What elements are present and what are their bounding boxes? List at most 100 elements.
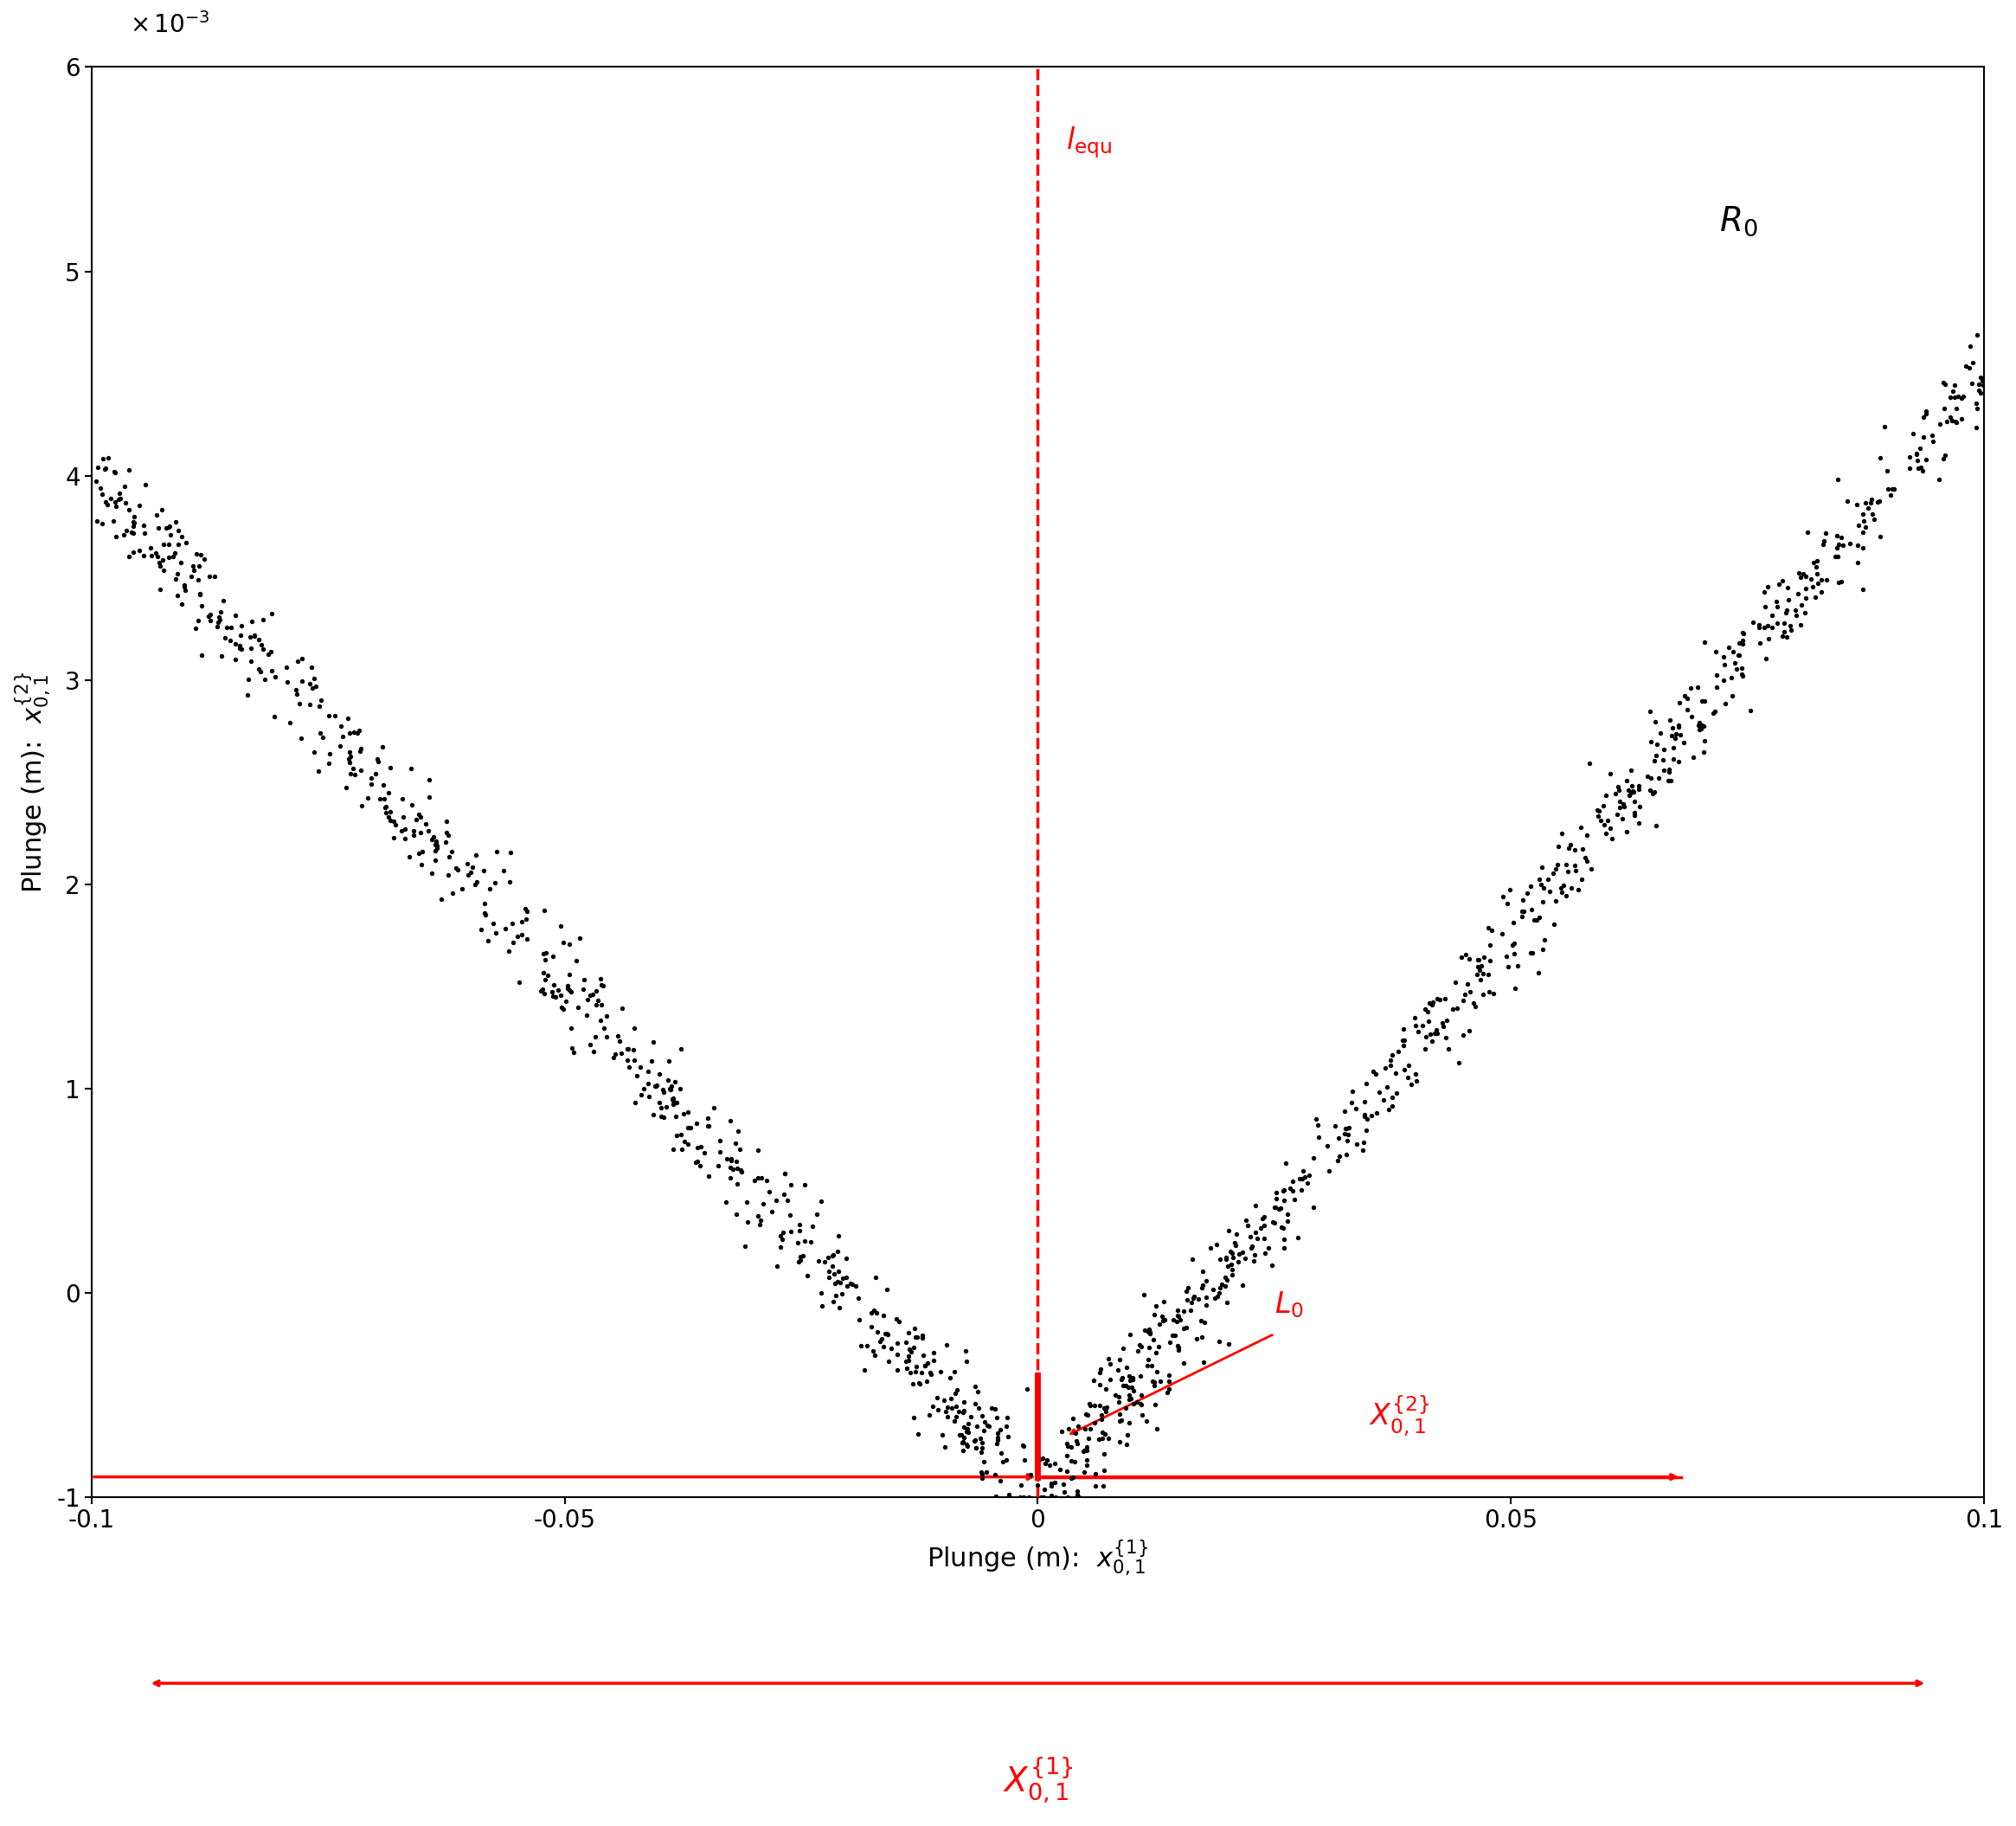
Point <box>1897 420 1929 449</box>
Point <box>889 1328 921 1357</box>
Point <box>1901 455 1933 484</box>
Point <box>1312 1132 1345 1161</box>
Point <box>1266 1212 1298 1242</box>
Point <box>617 1035 649 1065</box>
Point <box>1506 902 1538 931</box>
Point <box>816 1287 849 1317</box>
Point <box>966 1433 998 1463</box>
Point <box>1822 568 1855 597</box>
Point <box>663 1074 696 1103</box>
Point <box>575 1030 607 1059</box>
Point <box>1349 1086 1381 1116</box>
Point <box>397 816 429 845</box>
Point <box>1847 506 1879 535</box>
Point <box>1903 435 1935 464</box>
Point <box>1068 1413 1101 1443</box>
Point <box>234 646 266 676</box>
Point <box>1822 530 1855 559</box>
Point <box>917 1391 950 1421</box>
Point <box>1268 1176 1300 1205</box>
Point <box>552 929 585 959</box>
Point <box>242 624 274 654</box>
Point <box>1105 1364 1137 1393</box>
Point <box>419 831 452 860</box>
Point <box>1570 820 1603 849</box>
Point <box>1687 628 1720 657</box>
Point <box>1147 1306 1179 1335</box>
Point <box>639 1072 671 1101</box>
Point <box>442 855 474 884</box>
Point <box>1115 1373 1147 1402</box>
Point <box>1607 803 1639 833</box>
Point <box>1443 1048 1476 1077</box>
Point <box>611 1044 643 1074</box>
Point <box>1040 1483 1073 1512</box>
Point <box>1863 486 1895 515</box>
Point <box>345 736 377 765</box>
Point <box>1655 765 1687 794</box>
Point <box>1117 1390 1149 1419</box>
Point <box>1292 1169 1325 1198</box>
Point <box>117 519 149 548</box>
Point <box>1907 404 1939 433</box>
Point <box>159 508 192 537</box>
Point <box>234 634 266 663</box>
Point <box>1034 1450 1066 1479</box>
Point <box>1750 645 1782 674</box>
Point <box>750 1165 782 1194</box>
Point <box>1062 1483 1095 1512</box>
Point <box>1560 856 1593 886</box>
Point <box>1361 1099 1393 1128</box>
Point <box>667 1127 700 1156</box>
Point <box>1905 453 1937 482</box>
Point <box>774 1170 806 1200</box>
Point <box>85 473 117 502</box>
Point <box>286 666 319 696</box>
Point <box>823 1256 855 1286</box>
Point <box>768 1180 800 1209</box>
Point <box>294 670 327 699</box>
Point <box>1066 1437 1099 1466</box>
Point <box>111 517 143 546</box>
Point <box>389 824 421 853</box>
Point <box>891 1353 923 1382</box>
Point <box>784 1242 816 1271</box>
Point <box>1050 1457 1083 1486</box>
Point <box>1008 1432 1040 1461</box>
Point <box>1062 1411 1095 1441</box>
Point <box>647 1077 679 1107</box>
Point <box>742 1136 774 1165</box>
Point <box>143 575 175 604</box>
Point <box>1093 1424 1125 1453</box>
Point <box>1204 1273 1236 1302</box>
Point <box>1929 440 1962 469</box>
Point <box>1718 637 1750 666</box>
Point <box>306 723 339 752</box>
Point <box>897 1333 929 1362</box>
Point <box>619 1088 651 1118</box>
Point <box>1216 1249 1248 1278</box>
Point <box>1377 1041 1409 1070</box>
Point <box>1244 1212 1276 1242</box>
Point <box>1623 774 1655 803</box>
Point <box>1270 1149 1302 1178</box>
Point <box>345 734 377 763</box>
Point <box>1960 389 1992 418</box>
Point <box>490 913 522 942</box>
Point <box>1052 1432 1085 1461</box>
Point <box>345 756 377 785</box>
Point <box>1574 855 1607 884</box>
Point <box>939 1357 972 1386</box>
Point <box>812 1262 845 1291</box>
Point <box>466 915 498 944</box>
Point <box>1798 582 1831 612</box>
Point <box>716 1156 748 1185</box>
Point <box>827 1264 859 1293</box>
Point <box>355 769 387 798</box>
Point <box>685 1132 718 1161</box>
Point <box>1125 1390 1157 1419</box>
Point <box>1800 559 1833 588</box>
Point <box>929 1432 962 1461</box>
Point <box>1581 794 1613 824</box>
Point <box>468 889 500 918</box>
